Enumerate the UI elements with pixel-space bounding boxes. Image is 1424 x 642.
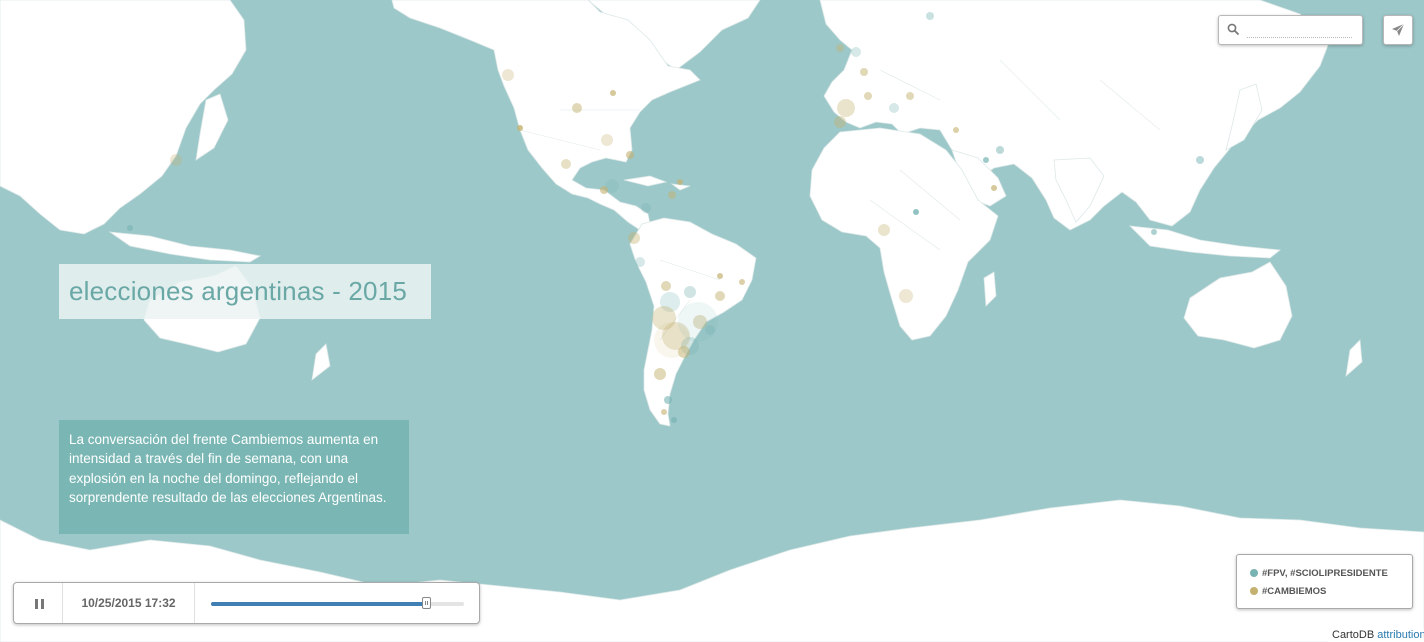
tweet-dot [668,191,676,199]
japan [1225,83,1263,151]
pause-button[interactable] [14,583,63,623]
attribution-link[interactable]: attribution [1377,629,1424,641]
africa [809,127,999,341]
time-slider-progress [211,602,427,606]
tweet-dot [678,346,690,358]
tweet-dot [991,185,997,191]
legend: #FPV, #SCIOLIPRESIDENTE #CAMBIEMOS [1236,554,1413,609]
tweet-dot [926,12,934,20]
tweet-dot [664,396,672,404]
tweet-dot [899,289,913,303]
tweet-dot [654,322,690,358]
attribution: CartoDB attribution [1328,629,1424,642]
tweet-dot [1196,156,1204,164]
tweet-dot [641,203,651,213]
legend-dot-cambiemos [1250,587,1258,595]
tweet-dot [983,157,989,163]
tweet-dot [170,154,182,166]
tweet-dot [739,279,745,285]
tweet-dot [635,257,645,267]
tweet-dot [996,146,1004,154]
tweet-dot [654,368,666,380]
tweet-dot [913,209,919,215]
tweet-dot [572,103,582,113]
tweet-dot [600,186,608,194]
description-text: La conversación del frente Cambiemos aum… [69,432,387,506]
time-slider[interactable] [211,597,464,609]
tweet-dot [662,322,690,350]
tweet-dot [677,179,683,185]
search-input[interactable] [1247,23,1352,38]
tweet-dot [717,273,723,279]
new-zealand [1345,339,1363,378]
tweet-dot [661,281,671,291]
caribbean [623,175,691,191]
tweet-dot [601,134,613,146]
legend-item-fpv: #FPV, #SCIOLIPRESIDENTE [1250,568,1388,579]
madagascar [983,271,997,307]
search-box[interactable] [1218,15,1363,45]
nz-wrap [311,343,331,381]
timestamp: 10/25/2015 17:32 [63,583,195,623]
tweet-dot [502,69,514,81]
tweet-dot [628,232,640,244]
tweet-dot [851,47,861,57]
legend-item-cambiemos: #CAMBIEMOS [1250,586,1326,597]
tweet-dot [660,292,680,312]
asia-east-wrap [0,0,247,235]
tweet-dot [610,90,616,96]
indonesia [1128,225,1282,259]
north-america [391,0,701,231]
india [1053,157,1105,223]
legend-dot-fpv [1250,569,1258,577]
share-button[interactable] [1383,15,1413,45]
tweet-dot [678,302,718,342]
tweet-dot [953,127,959,133]
title-panel: elecciones argentinas - 2015 [59,264,431,319]
tweet-dot [715,291,725,301]
australia [1183,261,1293,349]
tweet-dot [1151,229,1157,235]
legend-label-fpv: #FPV, #SCIOLIPRESIDENTE [1262,568,1388,579]
tweet-dot [652,306,676,330]
tweet-dot [684,286,696,298]
tweet-dot [889,103,899,113]
paper-plane-icon [1392,23,1405,36]
tweet-dot [127,225,133,231]
country-borders [519,59,1161,341]
tweet-dot [834,116,846,128]
attribution-prefix: CartoDB [1332,629,1375,641]
tweet-dot [860,68,868,76]
search-icon [1227,23,1240,36]
tweet-dot [561,159,571,169]
tweet-dot [837,99,855,117]
tweet-dot [661,409,667,415]
tweet-dot [605,179,619,193]
tweet-dots-layer [127,12,1204,423]
tweet-dot [864,92,872,100]
tweet-dot [705,325,715,335]
japan-wrap [195,93,229,161]
tweet-dot [693,315,707,329]
description-panel: La conversación del frente Cambiemos aum… [59,420,409,534]
tweet-dot [671,417,677,423]
tweet-dot [878,224,890,236]
tweet-dot [626,151,634,159]
tweet-dot [906,92,914,100]
map-title: elecciones argentinas - 2015 [69,276,408,306]
indonesia-wrap [108,231,262,263]
tweet-dot [836,44,844,52]
tweet-dot [517,125,523,131]
timeline-control: 10/25/2015 17:32 [13,582,480,624]
legend-label-cambiemos: #CAMBIEMOS [1262,586,1327,597]
time-slider-handle[interactable] [422,597,432,609]
eurasia [819,0,1331,231]
